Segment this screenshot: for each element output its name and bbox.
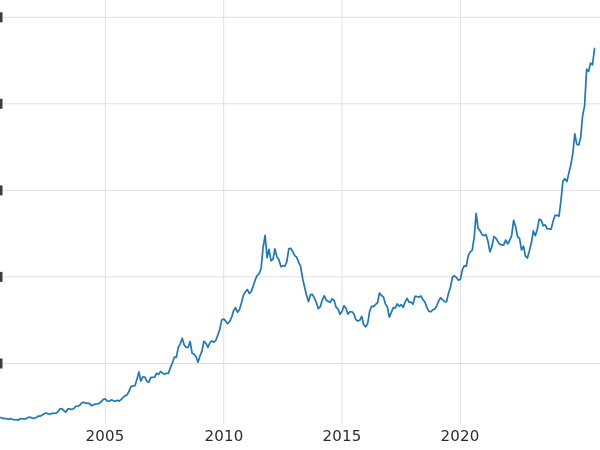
y-tick-mark	[0, 271, 3, 282]
x-tick-label-2010: 2010	[204, 427, 244, 445]
y-tick-mark	[0, 185, 3, 196]
x-tick-label-2015: 2015	[322, 427, 362, 445]
y-tick-mark	[0, 98, 3, 109]
x-tick-label-2020: 2020	[440, 427, 480, 445]
x-tick-label-2005: 2005	[85, 427, 125, 445]
price-line-series	[0, 47, 596, 421]
y-tick-mark	[0, 358, 3, 369]
y-tick-mark	[0, 12, 3, 23]
